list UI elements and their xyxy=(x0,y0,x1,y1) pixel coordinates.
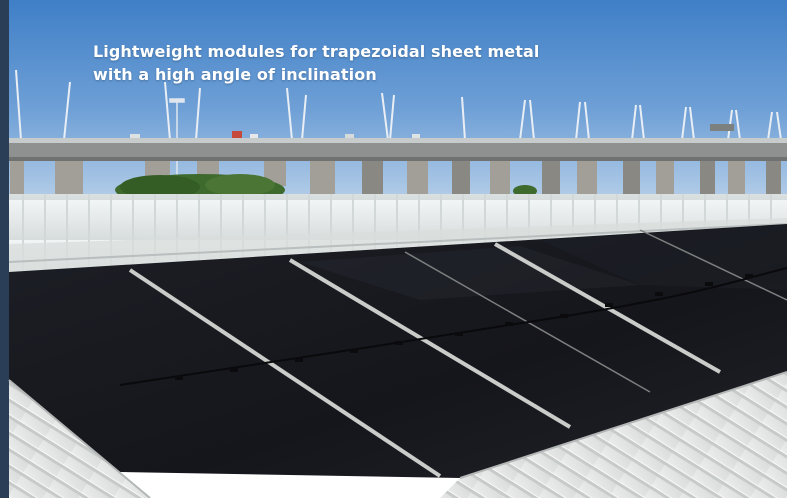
caption-line-2: with a high angle of inclination xyxy=(93,65,377,84)
solar-panel-array xyxy=(9,224,787,478)
street-lamp xyxy=(169,98,185,175)
upper-roof-shadow xyxy=(9,218,787,272)
connectors xyxy=(175,274,753,380)
caption-line-1: Lightweight modules for trapezoidal shee… xyxy=(93,42,540,61)
cable xyxy=(119,267,787,386)
lower-roof xyxy=(440,372,787,498)
bridge-masts xyxy=(15,69,782,141)
caption: Lightweight modules for trapezoidal shee… xyxy=(93,40,613,86)
bridge-deck xyxy=(9,124,787,161)
left-edge-strip xyxy=(0,0,9,498)
